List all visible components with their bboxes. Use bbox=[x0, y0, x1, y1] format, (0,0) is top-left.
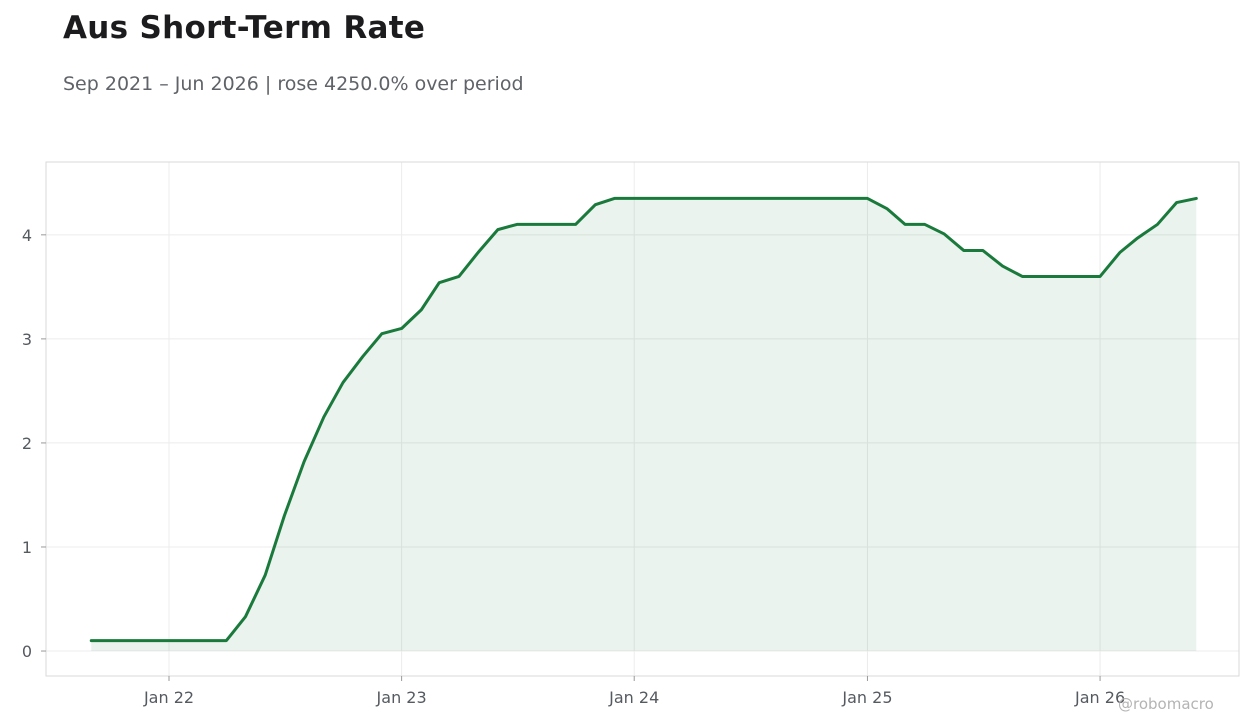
data-point bbox=[574, 223, 576, 225]
data-point bbox=[1156, 223, 1158, 225]
data-point bbox=[188, 639, 190, 641]
data-point bbox=[477, 251, 479, 253]
data-point bbox=[555, 223, 557, 225]
data-point bbox=[749, 197, 751, 199]
data-point bbox=[924, 223, 926, 225]
data-point bbox=[536, 223, 538, 225]
area-fill bbox=[91, 198, 1197, 652]
data-point bbox=[653, 197, 655, 199]
data-point bbox=[1175, 201, 1177, 203]
chart-subtitle: Sep 2021 – Jun 2026 | rose 4250.0% over … bbox=[63, 73, 524, 95]
x-tick-label: Jan 24 bbox=[608, 688, 659, 707]
data-point bbox=[342, 381, 344, 383]
data-point bbox=[847, 197, 849, 199]
data-point bbox=[1060, 275, 1062, 277]
data-point bbox=[225, 639, 227, 641]
y-tick-label: 2 bbox=[22, 434, 32, 453]
data-point bbox=[283, 515, 285, 517]
data-point bbox=[1001, 265, 1003, 267]
x-tick-label: Jan 22 bbox=[143, 688, 194, 707]
y-tick-label: 1 bbox=[22, 538, 32, 557]
data-point bbox=[264, 574, 266, 576]
data-point bbox=[769, 197, 771, 199]
data-point bbox=[691, 197, 693, 199]
data-point bbox=[1136, 237, 1138, 239]
data-point bbox=[904, 223, 906, 225]
data-point bbox=[1040, 275, 1042, 277]
y-tick-label: 0 bbox=[22, 642, 32, 661]
x-axis-ticks: Jan 22 Jan 23 Jan 24 Jan 25 Jan 26 bbox=[143, 676, 1125, 707]
data-point bbox=[613, 197, 615, 199]
data-point bbox=[730, 197, 732, 199]
data-point bbox=[671, 197, 673, 199]
data-point bbox=[497, 228, 499, 230]
data-point bbox=[886, 208, 888, 210]
x-tick-label: Jan 25 bbox=[841, 688, 892, 707]
data-point bbox=[1021, 275, 1023, 277]
data-point bbox=[1099, 275, 1101, 277]
data-point bbox=[962, 249, 964, 251]
data-point bbox=[982, 249, 984, 251]
data-point bbox=[420, 309, 422, 311]
data-point bbox=[244, 615, 246, 617]
data-point bbox=[1119, 251, 1121, 253]
data-point bbox=[129, 639, 131, 641]
series-line bbox=[89, 196, 1198, 643]
data-point bbox=[168, 639, 170, 641]
data-point bbox=[458, 275, 460, 277]
data-point bbox=[1195, 197, 1197, 199]
data-point bbox=[362, 355, 364, 357]
x-tick-label: Jan 23 bbox=[376, 688, 427, 707]
watermark: @robomacro bbox=[1118, 695, 1214, 713]
data-point bbox=[109, 639, 111, 641]
data-point bbox=[516, 223, 518, 225]
chart-title: Aus Short-Term Rate bbox=[63, 10, 426, 46]
data-point bbox=[710, 197, 712, 199]
data-point bbox=[148, 639, 150, 641]
data-point bbox=[594, 203, 596, 205]
data-point bbox=[808, 197, 810, 199]
data-point bbox=[90, 639, 92, 641]
data-point bbox=[400, 327, 402, 329]
data-point bbox=[381, 332, 383, 334]
grid-lines bbox=[46, 162, 1239, 676]
data-point bbox=[205, 639, 207, 641]
data-point bbox=[1079, 275, 1081, 277]
plot-frame bbox=[45, 161, 1240, 677]
data-point bbox=[633, 197, 635, 199]
data-point bbox=[789, 197, 791, 199]
y-tick-label: 3 bbox=[22, 330, 32, 349]
data-point bbox=[827, 197, 829, 199]
y-axis-ticks: 0 1 2 3 4 bbox=[22, 226, 46, 661]
y-tick-label: 4 bbox=[22, 226, 32, 245]
data-point bbox=[303, 460, 305, 462]
data-point bbox=[323, 416, 325, 418]
data-point bbox=[438, 281, 440, 283]
x-tick-label: Jan 26 bbox=[1074, 688, 1125, 707]
data-point bbox=[866, 197, 868, 199]
data-point bbox=[943, 233, 945, 235]
